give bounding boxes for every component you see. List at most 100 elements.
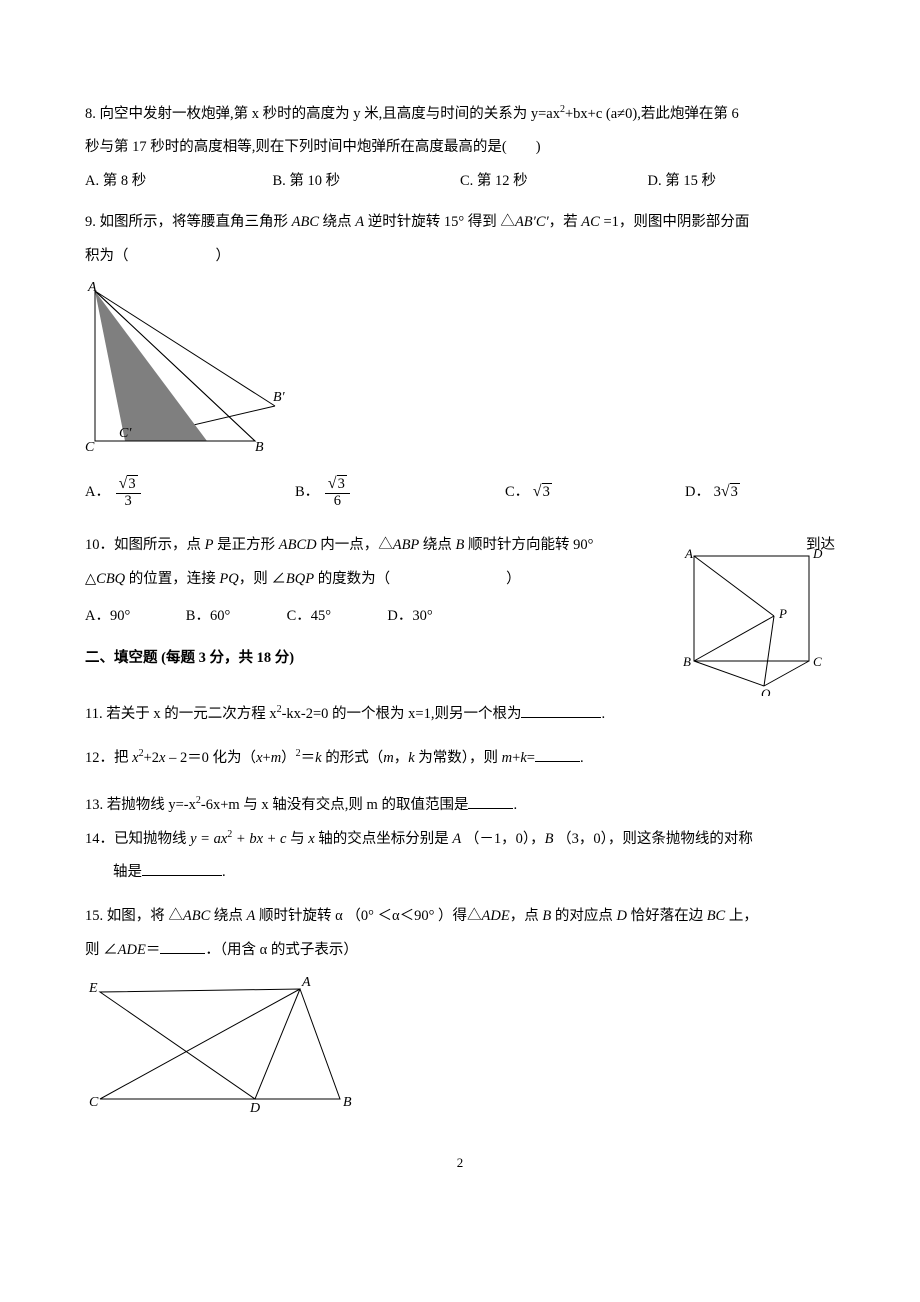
q10-tg: △ [85,571,96,587]
q15-blank [160,952,205,954]
ln-bp [694,616,774,661]
q15-figure: A B C D E [85,974,835,1125]
q15-l1: 15. 如图，将 △ABC 绕点 A 顺时针旋转 α （0° ＜α＜90° ）得… [85,903,835,931]
ln-ap [694,556,774,616]
q9-options: A． √3 3 B． √3 6 C． √3 D． 3√3 [85,475,835,510]
q14-tb: 与 [286,831,308,847]
l15E: E [88,981,98,996]
lbl-Cp: C′ [119,426,132,441]
q10-bqp: BQP [286,571,314,587]
q15-th: 则 ∠ [85,942,118,958]
q11-blank [521,716,601,718]
q13: 13. 若抛物线 y=-x2-6x+m 与 x 轴没有交点,则 m 的取值范围是… [85,791,835,819]
q9-te: =1，则图中阴影部分面 [600,214,750,230]
ln-pq [764,616,774,686]
q8-line2: 秒与第 17 秒时的高度相等,则在下列时间中炮弹所在高度最高的是( ) [85,134,835,162]
q9-ac: AC [581,214,600,230]
q10-col-left: 10．如图所示，点 P 是正方形 ABCD 内一点，△ABP 绕点 B 顺时针方… [85,532,645,682]
lP: P [778,606,787,621]
q12-ti: 为常数），则 [415,750,502,766]
q15-ade: ADE [482,908,510,924]
q14-tc: 轴的交点坐标分别是 [315,831,453,847]
q10-tc: 内一点，△ [317,537,393,553]
ln-bq [694,661,764,686]
lbl-C: C [85,440,95,451]
q9-optA: A． √3 3 [85,475,295,510]
q9-tc: 逆时针旋转 15° 得到 △ [364,214,515,230]
shaded [95,291,207,441]
q9-optA-pre: A． [85,484,110,500]
q15-ade2: ADE [118,942,146,958]
q13-blank [468,807,513,809]
q12-ta: 12．把 [85,750,132,766]
q15-te: 的对应点 [551,908,616,924]
q12-tg: 的形式（ [322,750,384,766]
q12-dot: . [580,750,584,766]
q10-svg: A D B C P Q [679,546,829,696]
q10-cbq: CBQ [96,571,125,587]
q14-dot: . [222,864,226,880]
q15-bc: BC [707,908,726,924]
q15-tb: 绕点 [210,908,246,924]
q13-ta: 13. 若抛物线 y=-x [85,797,196,813]
section2-title: 二、填空题 (每题 3 分，共 18 分) [85,645,645,673]
q10-abp: ABP [393,537,420,553]
q14-l2: 轴是. [85,859,835,887]
q12-m2: m [383,750,393,766]
q9-abc: ABC [292,214,319,230]
page-number: 2 [85,1151,835,1176]
q9-a: A [355,214,364,230]
q9-optC: C． √3 [505,477,685,507]
q10-ta: 10．如图所示，点 [85,537,205,553]
l15B: B [343,1095,352,1110]
q11-ta: 11. 若关于 x 的一元二次方程 x [85,706,277,722]
q9-fracB: √3 6 [323,475,352,510]
q14-B: B [545,831,554,847]
q14-blank [142,874,222,876]
q8-options: A. 第 8 秒 B. 第 10 秒 C. 第 12 秒 D. 第 15 秒 [85,168,835,196]
q14-ta: 14．已知抛物线 [85,831,190,847]
q10-optC: C．45° [287,603,388,631]
q12-th: ， [394,750,409,766]
lD: D [812,546,823,561]
q12-tc: – 2＝0 化为（ [165,750,256,766]
q10-td: 绕点 [419,537,455,553]
q10-tb: 是正方形 [213,537,278,553]
q8-optD: D. 第 15 秒 [648,168,836,196]
q8-line1: 8. 向空中发射一枚炮弹,第 x 秒时的高度为 y 米,且高度与时间的关系为 y… [85,100,835,128]
q9-td: ，若 [549,214,582,230]
tri-abc15 [100,989,340,1099]
q10-block: 10．如图所示，点 P 是正方形 ABCD 内一点，△ABP 绕点 B 顺时针方… [85,532,835,692]
sq-abcd [694,556,809,661]
q15-td: ，点 [510,908,543,924]
q12-td: + [263,750,271,766]
q9-denB: 6 [325,494,350,510]
lbl-Bp: B′ [273,390,285,405]
q15-B: B [542,908,551,924]
q14-eq2: + bx + c [232,831,286,847]
q14-eq: y = ax [190,831,227,847]
q15-svg: A B C D E [85,974,375,1114]
q9-optB: B． √3 6 [295,475,505,510]
q11-dot: . [601,706,605,722]
q10-l2: △CBQ 的位置，连接 PQ，则 ∠BQP 的度数为（ ） [85,566,645,594]
q9-figure: A C C′ B B′ [85,281,835,462]
q12-m1: m [271,750,281,766]
l15C: C [89,1095,99,1110]
q9-fracA: √3 3 [114,475,143,510]
lQ: Q [761,686,771,696]
q14-A: A [452,831,461,847]
q15-ti: ＝ [146,942,161,958]
q12-m3: m [502,750,512,766]
q9-optD-pre: D． [685,484,710,500]
q9-ta: 9. 如图所示，将等腰直角三角形 [85,214,292,230]
q15-D: D [616,908,626,924]
q8-text-a: 8. 向空中发射一枚炮弹,第 x 秒时的高度为 y 米,且高度与时间的关系为 y… [85,106,560,122]
q10-pq: PQ [219,571,238,587]
q14-td: 轴是 [113,864,142,880]
q12-te: ） [281,750,296,766]
ln-cq [764,661,809,686]
lB: B [683,654,691,669]
q10-te: 顺时针方向能转 90° [464,537,593,553]
q9-denA: 3 [116,494,141,510]
